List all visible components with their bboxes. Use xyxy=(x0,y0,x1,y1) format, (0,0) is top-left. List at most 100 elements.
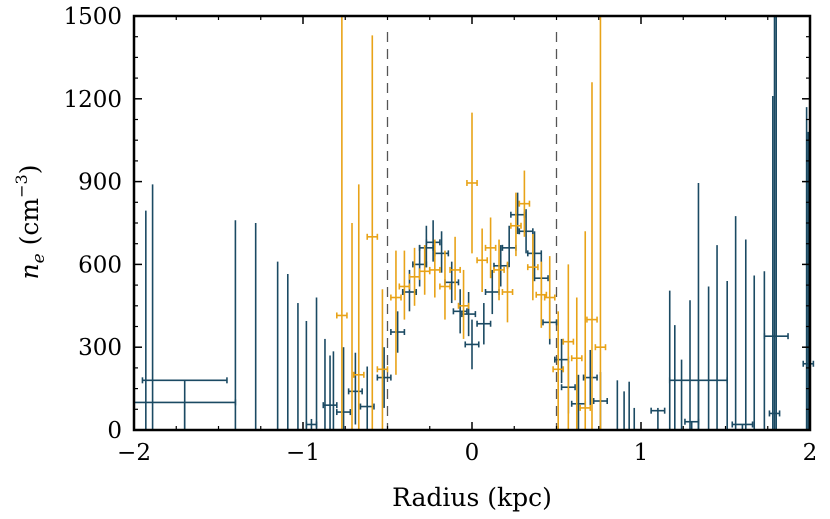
orange-point-2 xyxy=(352,184,365,430)
y-tick-label-5: 1500 xyxy=(63,4,122,30)
blue-point-53 xyxy=(686,300,694,431)
orange-point-20 xyxy=(526,234,539,301)
blue-point-34 xyxy=(518,209,534,254)
orange-point-19 xyxy=(518,170,531,237)
y-tick-label-3: 900 xyxy=(78,170,122,196)
orange-point-8 xyxy=(418,245,431,295)
blue-point-2 xyxy=(142,210,150,431)
orange-point-6 xyxy=(398,250,411,320)
orange-point-24 xyxy=(562,264,575,430)
orange-point-15 xyxy=(484,217,497,279)
blue-point-24 xyxy=(434,231,450,273)
blue-point-12 xyxy=(330,351,337,431)
y-tick-labels: 0 300 600 900 1200 1500 xyxy=(63,4,122,444)
orange-point-23 xyxy=(552,311,565,430)
blue-point-15 xyxy=(335,347,352,430)
blue-point-55 xyxy=(705,286,712,431)
blue-point-35 xyxy=(526,231,543,276)
blue-point-59 xyxy=(731,421,754,430)
blue-point-56 xyxy=(713,245,721,431)
orange-point-10 xyxy=(439,250,451,320)
blue-point-32 xyxy=(501,225,517,268)
blue-point-49 xyxy=(678,359,685,431)
blue-point-16 xyxy=(347,352,363,425)
y-tick-label-4: 1200 xyxy=(63,87,122,113)
blue-point-43 xyxy=(613,380,621,431)
blue-point-22 xyxy=(418,225,434,268)
orange-point-5 xyxy=(390,250,402,375)
blue-point-58 xyxy=(732,216,740,431)
blue-point-65 xyxy=(768,16,781,430)
y-label-unit-sup: −3 xyxy=(12,174,31,198)
blue-point-23 xyxy=(425,220,441,262)
blue-point-30 xyxy=(484,269,500,315)
orange-point-14 xyxy=(476,228,489,292)
orange-point-18 xyxy=(510,192,522,257)
blue-point-48 xyxy=(671,325,679,431)
blue-point-13 xyxy=(305,418,318,430)
orange-point-1 xyxy=(348,223,356,431)
y-label-sub: e xyxy=(29,253,49,263)
blue-point-6 xyxy=(274,261,282,431)
blue-point-46 xyxy=(630,407,638,431)
blue-point-31 xyxy=(493,245,509,287)
orange-point-0 xyxy=(335,16,348,430)
blue-point-57 xyxy=(723,280,731,431)
blue-point-61 xyxy=(750,275,758,431)
blue-point-14 xyxy=(322,355,338,430)
orange-point-26 xyxy=(579,231,592,430)
blue-point-27 xyxy=(461,292,477,337)
blue-point-3 xyxy=(149,184,156,431)
y-label-main: n xyxy=(15,263,44,279)
x-tick-label-0: −2 xyxy=(117,440,151,466)
orange-point-16 xyxy=(493,239,505,301)
blue-point-29 xyxy=(476,303,492,345)
orange-point-12 xyxy=(457,269,470,339)
orange-point-27 xyxy=(586,82,598,430)
orange-point-28 xyxy=(594,16,607,430)
blue-point-54 xyxy=(695,182,702,431)
blue-point-4 xyxy=(232,220,239,431)
blue-point-66 xyxy=(802,131,815,430)
blue-point-10 xyxy=(313,297,320,431)
reference-lines xyxy=(386,32,558,430)
blue-point-8 xyxy=(294,303,302,431)
blue-point-40 xyxy=(570,374,587,430)
y-label-unit-close: ) xyxy=(15,165,44,175)
x-tick-label-3: 1 xyxy=(634,440,649,466)
blue-point-28 xyxy=(464,319,480,370)
orange-point-22 xyxy=(543,256,556,339)
blue-point-60 xyxy=(742,239,750,431)
blue-point-7 xyxy=(284,274,292,431)
orange-point-9 xyxy=(428,239,441,298)
plot-frame xyxy=(132,14,812,432)
y-label-unit-open: (cm xyxy=(15,198,44,254)
blue-point-25 xyxy=(444,261,460,304)
series-orange xyxy=(335,16,607,431)
blue-point-64 xyxy=(763,16,789,430)
orange-point-17 xyxy=(501,261,514,323)
y-tick-label-1: 300 xyxy=(78,335,122,361)
blue-point-33 xyxy=(510,192,526,235)
blue-point-11 xyxy=(321,338,329,431)
blue-point-51 xyxy=(684,418,700,430)
series-blue xyxy=(133,16,815,431)
blue-point-5 xyxy=(252,223,260,431)
x-tick-label-1: −1 xyxy=(286,440,320,466)
blue-point-44 xyxy=(620,391,628,431)
blue-point-18 xyxy=(376,347,392,408)
orange-point-4 xyxy=(376,289,389,430)
blue-point-9 xyxy=(303,320,310,431)
x-tick-label-4: 2 xyxy=(803,440,818,466)
blue-point-19 xyxy=(390,311,406,353)
orange-point-7 xyxy=(408,247,421,306)
blue-point-52 xyxy=(666,290,674,431)
blue-point-1 xyxy=(133,399,237,430)
orange-point-13 xyxy=(466,112,478,254)
blue-point-45 xyxy=(625,381,633,431)
orange-point-25 xyxy=(570,297,583,430)
y-tick-label-2: 600 xyxy=(78,252,122,278)
orange-point-11 xyxy=(449,236,461,301)
x-tick-label-2: 0 xyxy=(465,440,480,466)
